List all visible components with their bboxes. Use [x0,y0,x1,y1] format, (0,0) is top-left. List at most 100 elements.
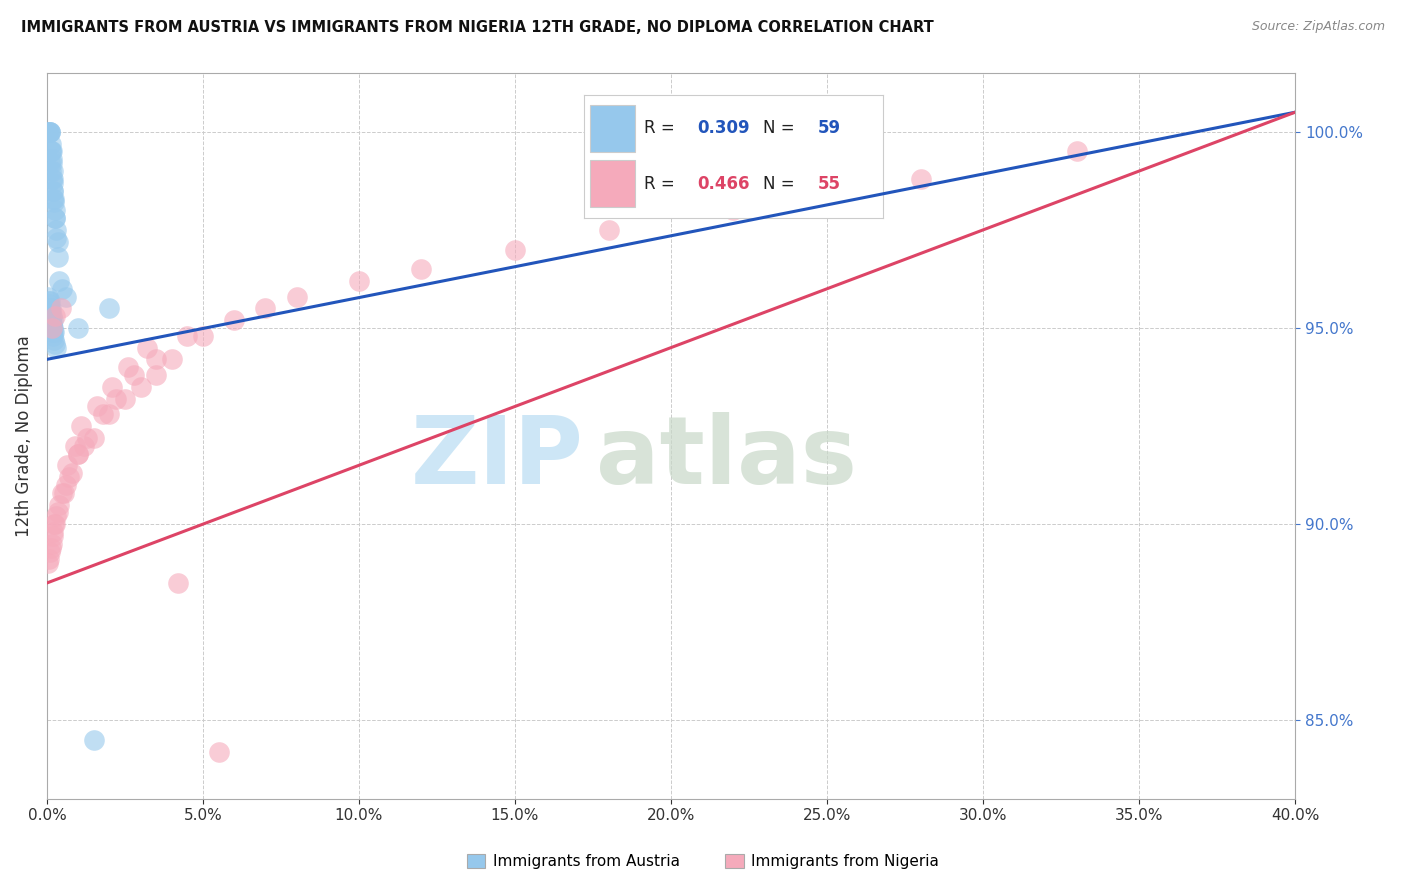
Point [45,509,67,524]
Point [56,458,79,473]
Point [39,541,62,555]
Point [41,321,63,335]
Point [76,431,98,445]
Point [910,172,932,186]
Point [51,485,73,500]
Point [224,313,246,327]
Point [91,407,114,421]
Point [41,529,63,543]
Point [67,321,90,335]
Point [39,301,62,316]
Point [39,309,62,323]
Point [46,235,69,249]
Point [42,524,65,539]
Point [41,164,63,178]
Point [48,274,70,288]
Point [42,172,65,186]
Point [145,352,167,367]
Point [39,145,62,159]
Point [51,282,73,296]
Point [191,328,214,343]
Point [114,392,136,406]
Point [42,192,65,206]
Point [39,321,62,335]
Point [42,325,65,339]
Point [39,313,62,327]
Point [42,184,65,198]
Point [55,478,77,492]
Point [67,446,90,460]
Point [45,223,67,237]
Point [38,552,60,566]
Point [67,446,90,460]
Point [44,309,66,323]
Point [207,745,229,759]
Text: Source: ZipAtlas.com: Source: ZipAtlas.com [1251,20,1385,33]
Point [122,368,145,382]
Point [42,321,65,335]
Point [41,156,63,170]
Point [160,352,183,367]
Point [42,328,65,343]
Point [83,732,105,747]
Point [41,172,63,186]
Point [98,301,121,316]
Point [45,341,67,355]
Point [44,517,66,532]
Point [129,380,152,394]
Y-axis label: 12th Grade, No Diploma: 12th Grade, No Diploma [15,335,32,537]
Point [101,380,124,394]
Point [39,313,62,327]
Point [723,203,745,218]
Point [598,223,620,237]
Point [45,231,67,245]
Point [39,125,62,139]
Legend: Immigrants from Austria, Immigrants from Nigeria: Immigrants from Austria, Immigrants from… [461,848,945,875]
Point [104,392,127,406]
Point [38,125,60,139]
Point [60,466,83,480]
Point [1066,145,1088,159]
Point [44,203,66,218]
Point [48,498,70,512]
Point [41,309,63,323]
Point [38,125,60,139]
Point [38,301,60,316]
Point [39,156,62,170]
Point [39,544,62,558]
Point [41,325,63,339]
Point [411,262,433,277]
Point [39,293,62,308]
Point [41,145,63,159]
Point [37,290,59,304]
Point [41,321,63,335]
Point [347,274,370,288]
Point [44,211,66,226]
Point [41,537,63,551]
Point [46,251,69,265]
Point [39,309,62,323]
Point [176,328,198,343]
Point [135,341,157,355]
Point [38,297,60,311]
Point [83,431,105,445]
Point [73,439,96,453]
Text: IMMIGRANTS FROM AUSTRIA VS IMMIGRANTS FROM NIGERIA 12TH GRADE, NO DIPLOMA CORREL: IMMIGRANTS FROM AUSTRIA VS IMMIGRANTS FR… [21,20,934,35]
Point [38,293,60,308]
Point [41,317,63,331]
Point [41,153,63,167]
Point [44,336,66,351]
Point [37,557,59,571]
Text: ZIP: ZIP [411,411,583,504]
Text: atlas: atlas [596,411,858,504]
Point [39,145,62,159]
Point [42,333,65,347]
Point [167,576,190,591]
Point [117,360,139,375]
Point [285,290,308,304]
Point [42,192,65,206]
Point [44,211,66,226]
Point [37,125,59,139]
Point [145,368,167,382]
Point [70,419,93,434]
